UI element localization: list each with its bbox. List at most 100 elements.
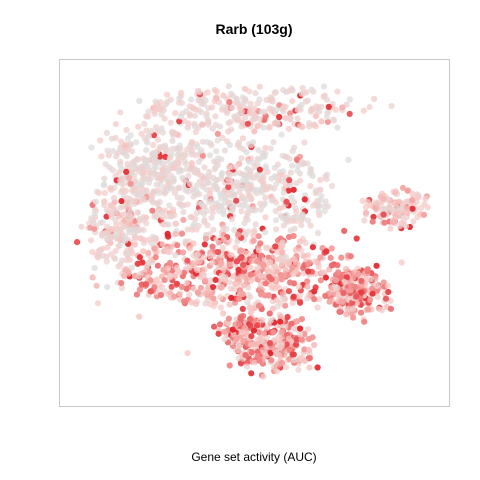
scatter-point [123,169,129,175]
scatter-point [238,274,244,280]
scatter-point [258,273,264,279]
scatter-point [185,350,191,356]
scatter-point [106,164,112,170]
scatter-point [213,148,219,154]
scatter-point [221,225,227,231]
scatter-point [237,145,243,151]
scatter-point [155,263,161,269]
scatter-point [152,170,158,176]
scatter-point [365,306,371,312]
scatter-point [414,191,420,197]
scatter-point [280,108,286,114]
scatter-point [273,217,279,223]
scatter-point [148,288,154,294]
scatter-point [194,267,200,273]
scatter-point [245,121,251,127]
scatter-point [314,198,320,204]
scatter-point [135,210,141,216]
scatter-point [203,97,209,103]
scatter-point [347,111,353,117]
scatter-point [209,205,215,211]
scatter-point [421,212,427,218]
scatter-point [387,225,393,231]
scatter-point [174,242,180,248]
scatter-point [264,245,270,251]
scatter-point [272,120,278,126]
scatter-point [164,92,170,98]
scatter-point [321,204,327,210]
scatter-point [162,277,168,283]
scatter-point [328,255,334,261]
scatter-point [331,117,337,123]
scatter-point [219,284,225,290]
scatter-point [225,184,231,190]
scatter-point [151,246,157,252]
scatter-point [158,176,164,182]
scatter-point [257,167,263,173]
scatter-point [363,210,369,216]
scatter-point [139,164,145,170]
scatter-point [270,329,276,335]
scatter-point [248,142,254,148]
scatter-point [93,199,99,205]
scatter-point [202,241,208,247]
scatter-point [153,158,159,164]
scatter-point [278,329,284,335]
scatter-point [261,330,267,336]
scatter-point [135,157,141,163]
scatter-point [358,278,364,284]
scatter-point [137,254,143,260]
scatter-point [218,171,224,177]
scatter-point [289,194,295,200]
scatter-point [151,188,157,194]
scatter-point [286,336,292,342]
scatter-point [243,203,249,209]
scatter-point [113,248,119,254]
scatter-point [237,315,243,321]
scatter-point [231,113,237,119]
scatter-point [396,209,402,215]
scatter-point [287,115,293,121]
scatter-point [277,205,283,211]
scatter-point [110,204,116,210]
scatter-point [235,232,241,238]
scatter-point [256,233,262,239]
scatter-point [242,86,248,92]
scatter-point [229,216,235,222]
scatter-point [240,262,246,268]
scatter-point [216,99,222,105]
scatter-point [381,220,387,226]
scatter-point [180,217,186,223]
scatter-point [171,165,177,171]
scatter-point [256,303,262,309]
scatter-point [300,85,306,91]
scatter-point [243,352,249,358]
scatter-point [98,153,104,159]
scatter-point [211,324,217,330]
scatter-point [310,173,316,179]
scatter-point [310,244,316,250]
scatter-point [244,363,250,369]
scatter-point [236,267,242,273]
scatter-point [167,155,173,161]
scatter-point [297,300,303,306]
scatter-point [251,341,257,347]
scatter-point [135,124,141,130]
scatter-point [306,123,312,129]
scatter-point [92,211,98,217]
scatter-point [315,260,321,266]
scatter-point [163,101,169,107]
scatter-point [298,248,304,254]
scatter-point [203,236,209,242]
scatter-point [306,365,312,371]
scatter-point [90,274,96,280]
scatter-point [117,147,123,153]
scatter-point [311,342,317,348]
scatter-point [229,105,235,111]
scatter-point [186,121,192,127]
scatter-point [201,164,207,170]
scatter-point [278,272,284,278]
scatter-point [186,291,192,297]
scatter-point [167,260,173,266]
scatter-point [240,94,246,100]
